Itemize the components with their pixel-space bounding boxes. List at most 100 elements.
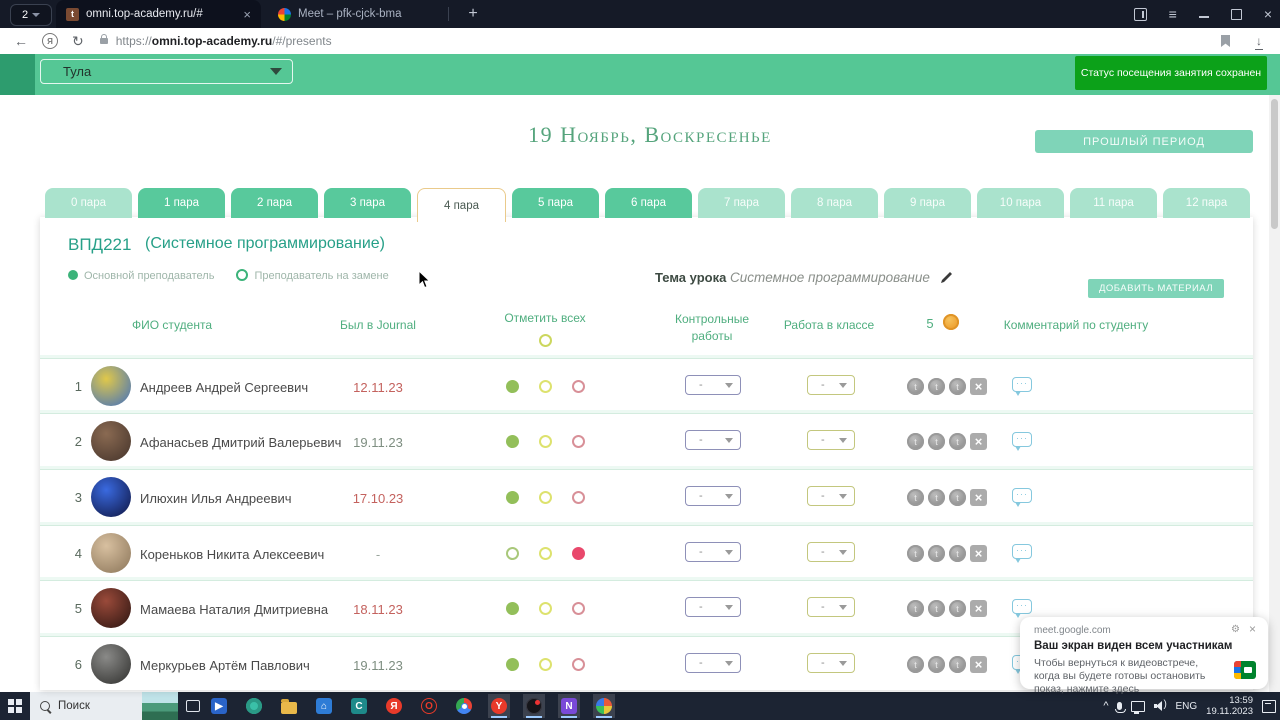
city-select[interactable]: Тула [40,59,293,84]
app-c-icon[interactable]: C [348,694,370,718]
close-icon[interactable]: × [1263,6,1272,22]
edit-pencil-icon[interactable] [940,271,953,287]
attendance-present-dot[interactable] [506,380,519,393]
clear-coins-button[interactable]: × [970,600,987,617]
browser-menu-icon[interactable]: ≡ [1168,6,1177,22]
tab-pair-10[interactable]: 10 пара [977,188,1064,218]
gear-icon[interactable]: ⚙ [1231,624,1240,635]
start-button[interactable] [8,699,22,713]
classwork-select[interactable]: - [807,597,855,617]
refresh-icon[interactable]: ↻ [72,32,84,49]
microphone-icon[interactable] [1115,702,1127,713]
maximize-icon[interactable] [1230,8,1242,20]
tests-select[interactable]: - [685,430,741,450]
coin-icon[interactable]: t [928,600,945,617]
attendance-absent-dot[interactable] [572,658,585,671]
coin-icon[interactable]: t [907,545,924,562]
tests-select[interactable]: - [685,653,741,673]
classwork-select[interactable]: - [807,486,855,506]
yandex-app-icon[interactable]: Я [383,694,405,718]
taskbar-search[interactable]: Поиск [30,692,178,720]
tests-select[interactable]: - [685,375,741,395]
coin-icon[interactable]: t [907,656,924,673]
classwork-select[interactable]: - [807,375,855,395]
clear-coins-button[interactable]: × [970,489,987,506]
classwork-select[interactable]: - [807,542,855,562]
app-video-editor[interactable]: ▶ [208,694,230,718]
yandex-browser-icon[interactable]: Y [488,694,510,718]
coin-icon[interactable]: t [949,433,966,450]
coin-icon[interactable]: t [928,656,945,673]
add-material-button[interactable]: ДОБАВИТЬ МАТЕРИАЛ [1088,279,1224,298]
volume-icon[interactable]: ) [1154,699,1167,711]
tab-close-icon[interactable]: × [243,6,251,22]
tab-pair-2[interactable]: 2 пара [231,188,318,218]
opera-icon[interactable]: O [418,694,440,718]
coin-icon[interactable]: t [928,378,945,395]
tab-pair-6[interactable]: 6 пара [605,188,692,218]
tab-pair-11[interactable]: 11 пара [1070,188,1157,218]
clear-coins-button[interactable]: × [970,545,987,562]
past-period-button[interactable]: ПРОШЛЫЙ ПЕРИОД [1035,130,1253,153]
attendance-absent-dot[interactable] [572,547,585,560]
tests-select[interactable]: - [685,542,741,562]
coin-icon[interactable]: t [949,600,966,617]
tab-pair-0[interactable]: 0 пара [45,188,132,218]
coin-icon[interactable]: t [928,545,945,562]
sidebar-panel-icon[interactable] [1133,7,1147,21]
back-icon[interactable]: ← [14,33,28,49]
scrollbar-thumb[interactable] [1271,99,1278,229]
network-icon[interactable] [1131,700,1146,714]
tests-select[interactable]: - [685,597,741,617]
attendance-absent-dot[interactable] [572,380,585,393]
new-tab-button[interactable]: + [468,5,478,22]
browser-tab-active[interactable]: t omni.top-academy.ru/# × [56,0,261,28]
classwork-select[interactable]: - [807,430,855,450]
attendance-late-dot[interactable] [539,658,552,671]
minimize-icon[interactable] [1198,16,1209,18]
clear-coins-button[interactable]: × [970,433,987,450]
bookmark-icon[interactable] [1221,35,1230,47]
app-teal-circle[interactable] [243,694,265,718]
comment-icon[interactable]: ··· [1012,599,1032,618]
comment-icon[interactable]: ··· [1012,432,1032,451]
clear-coins-button[interactable]: × [970,656,987,673]
classwork-select[interactable]: - [807,653,855,673]
attendance-late-dot[interactable] [539,380,552,393]
popup-close-icon[interactable]: × [1248,622,1256,636]
clock[interactable]: 13:59 19.11.2023 [1206,695,1253,717]
tests-select[interactable]: - [685,486,741,506]
attendance-present-dot[interactable] [506,491,519,504]
recorder-app-icon[interactable] [523,694,545,718]
attendance-present-dot[interactable] [506,435,519,448]
attendance-present-dot[interactable] [506,547,519,560]
coin-icon[interactable]: t [907,378,924,395]
comment-icon[interactable]: ··· [1012,488,1032,507]
attendance-present-dot[interactable] [506,602,519,615]
tab-pair-8[interactable]: 8 пара [791,188,878,218]
search-highlight-image[interactable] [142,692,178,720]
coin-icon[interactable]: t [907,433,924,450]
action-center-icon[interactable] [1262,699,1276,713]
coin-icon[interactable]: t [928,433,945,450]
tab-pair-12[interactable]: 12 пара [1163,188,1250,218]
microsoft-store-icon[interactable]: ⌂ [313,694,335,718]
downloads-icon[interactable]: ↓ [1255,34,1263,50]
tab-pair-9[interactable]: 9 пара [884,188,971,218]
coin-icon[interactable]: t [949,489,966,506]
attendance-absent-dot[interactable] [572,435,585,448]
scrollbar[interactable] [1269,95,1280,692]
coin-icon[interactable]: t [949,656,966,673]
app-n-icon[interactable]: N [558,694,580,718]
file-explorer-icon[interactable] [278,694,300,718]
attendance-present-dot[interactable] [506,658,519,671]
tab-pair-7[interactable]: 7 пара [698,188,785,218]
tab-pair-1[interactable]: 1 пара [138,188,225,218]
paint-app-icon[interactable] [593,694,615,718]
attendance-late-dot[interactable] [539,602,552,615]
coin-icon[interactable]: t [949,545,966,562]
mark-all-circle[interactable] [539,334,552,347]
tray-expand-icon[interactable]: ^ [1103,700,1109,712]
attendance-late-dot[interactable] [539,435,552,448]
comment-icon[interactable]: ··· [1012,544,1032,563]
